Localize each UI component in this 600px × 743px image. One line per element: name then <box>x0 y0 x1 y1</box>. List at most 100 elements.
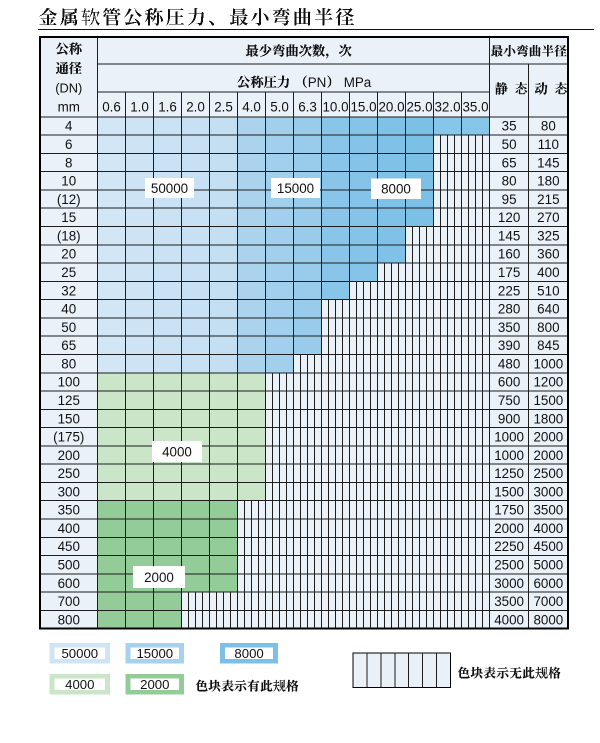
svg-text:150: 150 <box>58 411 80 426</box>
svg-text:3000: 3000 <box>533 484 563 499</box>
svg-text:350: 350 <box>58 503 80 518</box>
svg-text:15.0: 15.0 <box>350 100 376 115</box>
svg-text:1500: 1500 <box>494 484 524 499</box>
svg-text:50000: 50000 <box>61 646 98 661</box>
svg-text:600: 600 <box>58 576 80 591</box>
svg-text:(12): (12) <box>57 192 81 207</box>
svg-text:2500: 2500 <box>494 558 524 573</box>
svg-text:2.0: 2.0 <box>186 100 205 115</box>
svg-text:480: 480 <box>498 356 520 371</box>
svg-text:1200: 1200 <box>533 375 563 390</box>
svg-text:270: 270 <box>537 210 559 225</box>
svg-text:600: 600 <box>498 375 520 390</box>
svg-text:360: 360 <box>537 247 559 262</box>
svg-text:160: 160 <box>498 247 520 262</box>
svg-text:1000: 1000 <box>494 448 524 463</box>
svg-text:400: 400 <box>537 265 559 280</box>
svg-text:250: 250 <box>58 466 80 481</box>
svg-text:4000: 4000 <box>494 612 524 627</box>
svg-text:2.5: 2.5 <box>214 100 233 115</box>
svg-text:325: 325 <box>537 228 559 243</box>
svg-text:3000: 3000 <box>494 576 524 591</box>
svg-text:7000: 7000 <box>533 594 563 609</box>
svg-text:1.6: 1.6 <box>158 100 177 115</box>
svg-text:1.0: 1.0 <box>130 100 149 115</box>
svg-text:8000: 8000 <box>234 646 263 661</box>
svg-text:225: 225 <box>498 283 520 298</box>
svg-text:3500: 3500 <box>533 503 563 518</box>
svg-text:390: 390 <box>498 338 520 353</box>
svg-text:845: 845 <box>537 338 559 353</box>
svg-text:50: 50 <box>502 137 517 152</box>
svg-text:800: 800 <box>537 320 559 335</box>
svg-text:4000: 4000 <box>65 677 94 692</box>
svg-text:1750: 1750 <box>494 503 524 518</box>
svg-text:PN: PN <box>308 75 327 90</box>
svg-text:80: 80 <box>541 119 556 134</box>
svg-text:1500: 1500 <box>533 393 563 408</box>
svg-text:15: 15 <box>61 210 76 225</box>
svg-text:350: 350 <box>498 320 520 335</box>
svg-text:400: 400 <box>58 521 80 536</box>
svg-text:35: 35 <box>502 119 517 134</box>
svg-text:(DN): (DN) <box>55 81 82 96</box>
svg-text:80: 80 <box>61 356 76 371</box>
svg-text:2000: 2000 <box>140 677 169 692</box>
svg-text:800: 800 <box>58 612 80 627</box>
svg-text:15000: 15000 <box>277 181 314 196</box>
svg-text:200: 200 <box>58 448 80 463</box>
svg-text:100: 100 <box>58 375 80 390</box>
svg-text:8: 8 <box>65 155 72 170</box>
svg-text:4500: 4500 <box>533 539 563 554</box>
svg-text:20: 20 <box>61 247 76 262</box>
svg-text:2000: 2000 <box>533 430 563 445</box>
svg-text:10.0: 10.0 <box>322 100 348 115</box>
svg-text:1250: 1250 <box>494 466 524 481</box>
svg-text:4.0: 4.0 <box>242 100 261 115</box>
svg-text:1800: 1800 <box>533 411 563 426</box>
svg-text:8000: 8000 <box>381 182 411 197</box>
svg-text:20.0: 20.0 <box>378 100 404 115</box>
svg-text:6: 6 <box>65 137 72 152</box>
svg-text:32.0: 32.0 <box>434 100 460 115</box>
svg-text:5.0: 5.0 <box>270 100 289 115</box>
svg-text:3500: 3500 <box>494 594 524 609</box>
svg-text:1000: 1000 <box>494 430 524 445</box>
svg-text:25.0: 25.0 <box>406 100 432 115</box>
svg-text:80: 80 <box>502 174 517 189</box>
svg-text:2000: 2000 <box>144 570 174 585</box>
svg-text:35.0: 35.0 <box>462 100 488 115</box>
svg-text:8000: 8000 <box>533 612 563 627</box>
svg-text:145: 145 <box>537 155 559 170</box>
svg-text:2500: 2500 <box>533 466 563 481</box>
svg-text:215: 215 <box>537 192 559 207</box>
svg-text:2000: 2000 <box>533 448 563 463</box>
svg-text:300: 300 <box>58 484 80 499</box>
svg-text:6.3: 6.3 <box>298 100 317 115</box>
svg-text:750: 750 <box>498 393 520 408</box>
svg-text:65: 65 <box>61 338 76 353</box>
svg-text:700: 700 <box>58 594 80 609</box>
svg-text:900: 900 <box>498 411 520 426</box>
svg-text:120: 120 <box>498 210 520 225</box>
svg-text:145: 145 <box>498 228 520 243</box>
svg-text:1000: 1000 <box>533 356 563 371</box>
svg-text:25: 25 <box>61 265 76 280</box>
svg-text:32: 32 <box>61 283 76 298</box>
svg-text:(175): (175) <box>53 430 84 445</box>
svg-text:2000: 2000 <box>494 521 524 536</box>
svg-text:125: 125 <box>58 393 80 408</box>
svg-text:510: 510 <box>537 283 559 298</box>
svg-text:4000: 4000 <box>533 521 563 536</box>
svg-text:180: 180 <box>537 174 559 189</box>
svg-text:110: 110 <box>538 137 559 152</box>
svg-text:50000: 50000 <box>151 181 188 196</box>
svg-text:5000: 5000 <box>533 558 563 573</box>
svg-text:0.6: 0.6 <box>102 100 121 115</box>
svg-text:40: 40 <box>61 302 76 317</box>
svg-text:2250: 2250 <box>494 539 524 554</box>
svg-text:450: 450 <box>58 539 80 554</box>
svg-text:4: 4 <box>65 119 73 134</box>
svg-text:640: 640 <box>537 302 559 317</box>
svg-text:10: 10 <box>61 174 76 189</box>
